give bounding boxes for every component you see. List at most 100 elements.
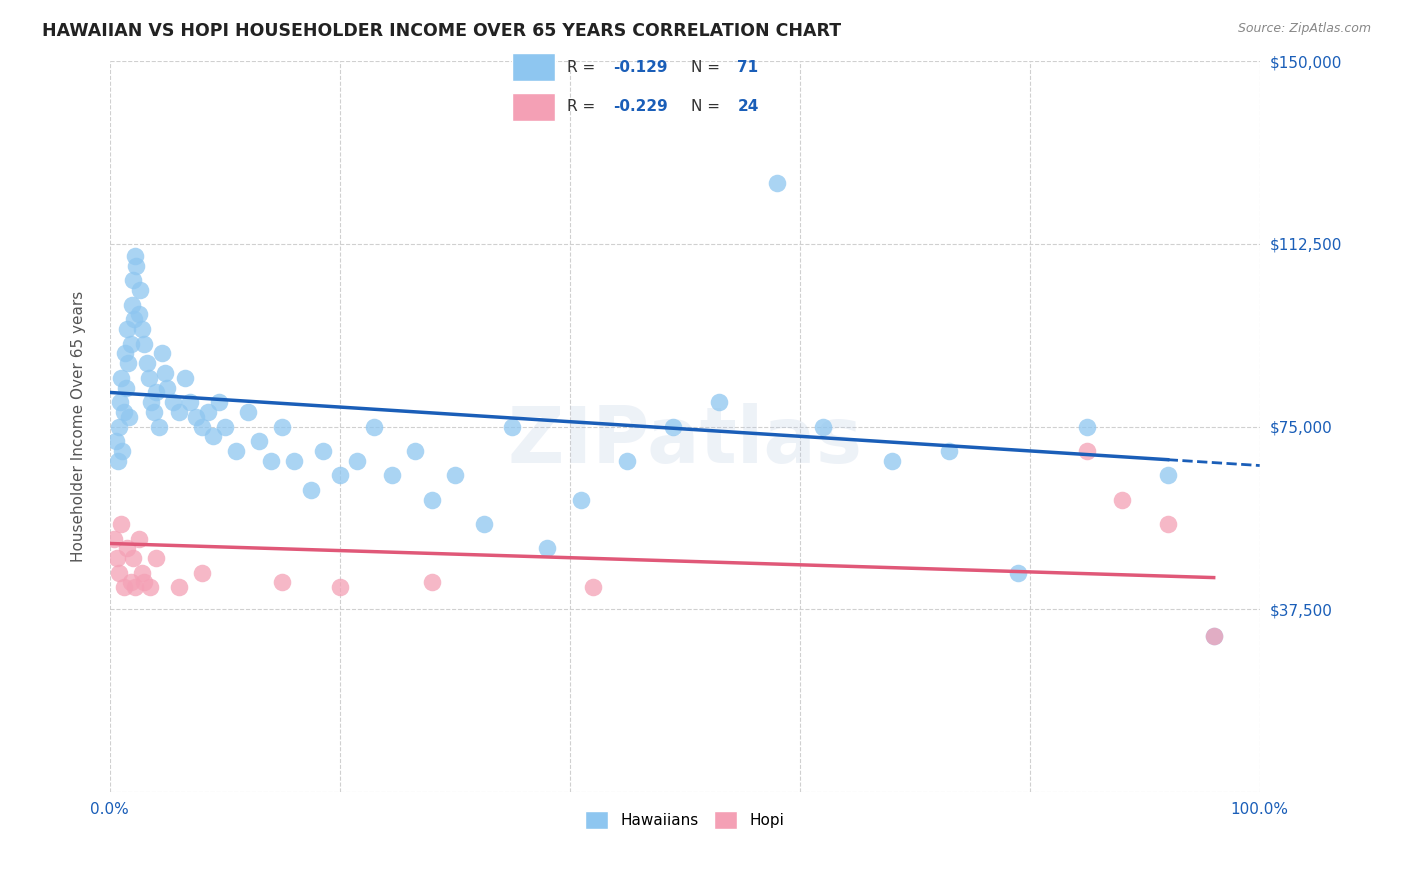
Text: N =: N = [690,60,720,75]
Text: -0.129: -0.129 [613,60,668,75]
Text: -0.229: -0.229 [613,99,668,114]
Point [311,444,333,458]
Y-axis label: Householder Income Over 65 years: Householder Income Over 65 years [72,291,86,562]
Point [582,580,605,594]
Point [569,492,592,507]
Point [811,419,834,434]
Point [1202,629,1225,643]
Point [214,419,236,434]
Point [145,385,167,400]
Point [184,409,207,424]
Point [124,580,146,594]
Text: N =: N = [690,99,720,114]
Point [225,444,247,458]
Text: Source: ZipAtlas.com: Source: ZipAtlas.com [1237,22,1371,36]
Point [501,419,523,434]
Point [150,346,173,360]
Point [128,532,150,546]
Point [1157,468,1180,483]
Point [420,492,443,507]
Point [124,249,146,263]
Point [420,575,443,590]
Point [145,551,167,566]
Point [131,322,153,336]
Point [138,371,160,385]
Point [153,366,176,380]
Point [115,380,138,394]
Point [134,336,156,351]
Point [115,322,138,336]
Point [120,575,142,590]
Point [616,453,638,467]
Point [121,551,143,566]
Point [363,419,385,434]
Point [134,575,156,590]
Point [1111,492,1133,507]
Text: HAWAIIAN VS HOPI HOUSEHOLDER INCOME OVER 65 YEARS CORRELATION CHART: HAWAIIAN VS HOPI HOUSEHOLDER INCOME OVER… [42,22,841,40]
Point [197,405,219,419]
Point [662,419,685,434]
Point [1157,516,1180,531]
Point [104,434,127,449]
Point [121,273,143,287]
Point [108,419,131,434]
Point [141,395,163,409]
Point [117,356,139,370]
Point [208,395,231,409]
Point [380,468,402,483]
Point [111,444,134,458]
Point [271,575,294,590]
Point [120,336,142,351]
Point [202,429,225,443]
Point [247,434,270,449]
Point [1202,629,1225,643]
Point [167,405,190,419]
Point [1076,419,1098,434]
Text: R =: R = [567,99,595,114]
Point [107,453,129,467]
Point [271,419,294,434]
Point [191,419,214,434]
Point [115,541,138,556]
Point [110,516,132,531]
Point [765,176,787,190]
Point [404,444,426,458]
Point [108,566,131,580]
Point [112,405,135,419]
Text: 71: 71 [737,60,758,75]
Point [114,346,136,360]
Point [128,283,150,297]
Point [709,395,731,409]
Point [191,566,214,580]
Point [162,395,184,409]
Point [125,259,148,273]
Point [122,312,145,326]
Point [283,453,305,467]
Point [103,532,125,546]
Point [1076,444,1098,458]
Point [131,566,153,580]
Point [472,516,495,531]
Point [260,453,283,467]
Legend: Hawaiians, Hopi: Hawaiians, Hopi [579,805,790,836]
Point [108,395,131,409]
Point [173,371,195,385]
Point [118,409,141,424]
Point [329,468,352,483]
Point [179,395,201,409]
Point [236,405,259,419]
Point [110,371,132,385]
Point [1007,566,1029,580]
Point [135,356,157,370]
Point [329,580,352,594]
Point [938,444,960,458]
Point [299,483,322,497]
Point [112,580,135,594]
Point [139,580,162,594]
Point [105,551,128,566]
Point [346,453,368,467]
Point [536,541,558,556]
Point [121,298,143,312]
Point [443,468,465,483]
Point [156,380,179,394]
